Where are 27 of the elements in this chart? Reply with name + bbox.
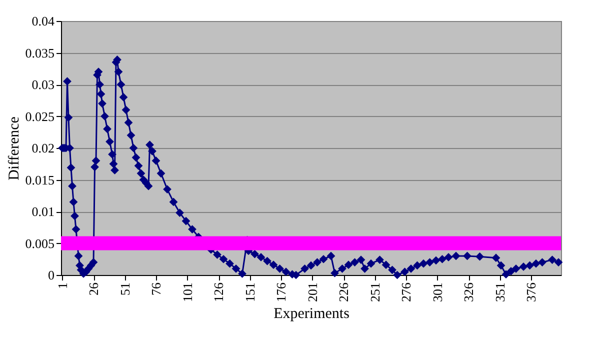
x-tick-label: 226 xyxy=(336,282,351,302)
x-tick-label: 326 xyxy=(461,282,476,302)
y-tick-label: 0.025 xyxy=(25,108,54,124)
x-tick-label: 101 xyxy=(180,282,195,302)
y-axis-title: Difference xyxy=(6,116,22,180)
y-tick-label: 0.01 xyxy=(32,204,54,219)
x-tick-label: 276 xyxy=(398,282,414,302)
x-tick-label: 1 xyxy=(54,282,70,289)
x-tick-label: 301 xyxy=(430,282,445,302)
y-tick-label: 0.005 xyxy=(25,236,54,251)
x-tick-label: 201 xyxy=(304,282,320,302)
x-tick-label: 376 xyxy=(524,282,538,302)
x-tick-label: 351 xyxy=(492,282,508,302)
x-tick-label: 176 xyxy=(274,282,288,302)
y-tick-label: 0.035 xyxy=(25,45,54,60)
y-tick-label: 0 xyxy=(48,268,54,282)
x-axis-title: Experiments xyxy=(274,306,350,322)
x-tick-label: 51 xyxy=(117,282,132,296)
x-tick-label: 76 xyxy=(148,282,164,296)
y-tick-label: 0.02 xyxy=(32,140,54,156)
x-tick-label: 126 xyxy=(211,282,226,302)
x-tick-label: 26 xyxy=(86,282,101,296)
y-tick-label: 0.04 xyxy=(32,14,55,28)
y-tick-label: 0.03 xyxy=(32,77,54,92)
y-tick-label: 0.015 xyxy=(25,172,54,188)
x-tick-label: 251 xyxy=(367,282,382,302)
x-tick-label: 151 xyxy=(242,282,258,302)
